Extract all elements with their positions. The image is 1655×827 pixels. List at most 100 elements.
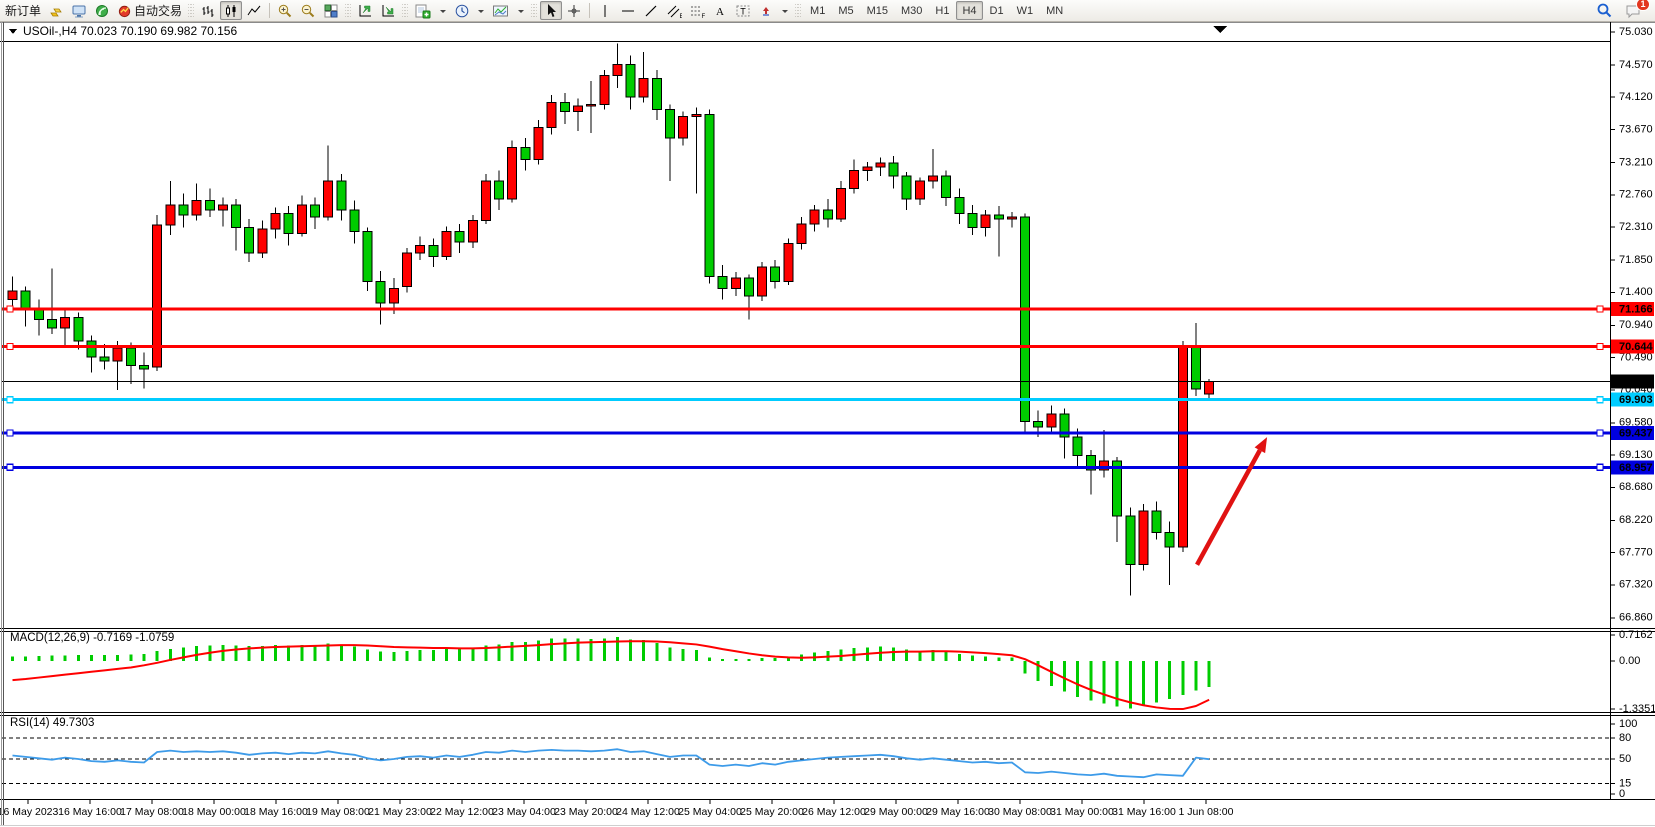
trend-arrow-annotation[interactable] xyxy=(1195,437,1268,566)
candle xyxy=(244,227,255,254)
terminal-icon[interactable] xyxy=(68,1,90,20)
timeframe-m1-button[interactable]: M1 xyxy=(804,1,831,20)
svg-text:19 May 08:00: 19 May 08:00 xyxy=(306,806,370,818)
macd-label: MACD(12,26,9) -0.7169 -1.0759 xyxy=(10,632,174,644)
chart-shift-marker[interactable] xyxy=(1213,26,1228,33)
toolbar-right-cluster: 1 xyxy=(1593,0,1653,20)
svg-text:F: F xyxy=(702,14,706,19)
zoom-in-icon[interactable] xyxy=(274,1,296,20)
crosshair-icon[interactable] xyxy=(563,1,585,20)
signals-icon[interactable] xyxy=(91,1,113,20)
gold-bars-icon[interactable] xyxy=(45,1,67,20)
macd-bar xyxy=(1168,661,1172,699)
candle xyxy=(796,223,807,245)
new-order-button[interactable]: 新订单 xyxy=(2,1,44,20)
candle xyxy=(441,230,452,257)
candle xyxy=(691,113,702,118)
timeframe-h4-button[interactable]: H4 xyxy=(956,1,983,20)
macd-bar xyxy=(260,645,264,661)
horizontal-line-object[interactable] xyxy=(2,342,1610,351)
svg-text:25 May 20:00: 25 May 20:00 xyxy=(740,806,804,818)
indicator-window-down-icon[interactable] xyxy=(377,1,399,20)
svg-text:31 May 00:00: 31 May 00:00 xyxy=(1050,806,1114,818)
candle xyxy=(928,175,938,182)
svg-text:23 May 04:00: 23 May 04:00 xyxy=(492,806,556,818)
line-chart-icon[interactable] xyxy=(243,1,265,20)
macd-bar xyxy=(589,639,593,661)
candle xyxy=(546,101,557,128)
zoom-out-icon[interactable] xyxy=(297,1,319,20)
candle xyxy=(809,209,820,225)
tile-windows-icon[interactable] xyxy=(320,1,342,20)
svg-text:69.903: 69.903 xyxy=(1619,394,1653,406)
line-handle xyxy=(1596,305,1604,313)
text-label-icon[interactable]: T xyxy=(732,1,754,20)
equidistant-channel-icon[interactable]: E xyxy=(663,1,685,20)
macd-bar xyxy=(1207,661,1211,687)
candle xyxy=(520,146,531,161)
dropdown-arrow-icon[interactable] xyxy=(474,1,488,20)
text-icon[interactable]: A xyxy=(709,1,731,20)
macd-bar xyxy=(168,648,172,661)
toolbar-grip xyxy=(345,3,352,18)
candle xyxy=(757,266,768,297)
cursor-icon[interactable] xyxy=(540,1,563,20)
candle xyxy=(191,199,202,216)
autotrading-button[interactable]: 自动交易 xyxy=(114,1,185,20)
timeframe-m5-button[interactable]: M5 xyxy=(832,1,859,20)
candle xyxy=(638,78,649,98)
timeframe-mn-button[interactable]: MN xyxy=(1040,1,1069,20)
timeframe-w1-button[interactable]: W1 xyxy=(1011,1,1040,20)
svg-text:74.120: 74.120 xyxy=(1619,91,1653,103)
svg-text:18 May 16:00: 18 May 16:00 xyxy=(244,806,308,818)
rsi-label: RSI(14) 49.7303 xyxy=(10,717,94,729)
line-handle xyxy=(1596,463,1604,472)
timeframe-d1-button[interactable]: D1 xyxy=(984,1,1010,20)
indicator-window-up-icon[interactable] xyxy=(354,1,376,20)
dropdown-arrow-icon[interactable] xyxy=(436,1,450,20)
candle xyxy=(1151,510,1162,533)
macd-bar xyxy=(366,649,370,661)
horizontal-line-object[interactable] xyxy=(2,429,1610,437)
timeframe-h1-button[interactable]: H1 xyxy=(929,1,955,20)
candle xyxy=(1138,510,1149,566)
candlestick-chart-icon[interactable] xyxy=(220,1,243,20)
notifications-icon[interactable]: 1 xyxy=(1622,0,1650,20)
search-icon[interactable] xyxy=(1593,1,1616,20)
horizontal-line-object[interactable] xyxy=(2,305,1610,313)
trendline-icon[interactable] xyxy=(640,1,662,20)
macd-bar xyxy=(405,650,409,661)
rsi-axis[interactable]: 100 80 50 150 xyxy=(1610,718,1637,800)
macd-bar xyxy=(1102,661,1106,704)
candlesticks xyxy=(7,43,1215,596)
arrow-objects-icon[interactable] xyxy=(755,1,777,20)
timeframe-m15-button[interactable]: M15 xyxy=(861,1,894,20)
macd-axis[interactable]: 0.7162 0.00 -1.3351 xyxy=(1610,629,1655,715)
svg-text:70.490: 70.490 xyxy=(1619,351,1653,363)
candle xyxy=(704,113,715,277)
horizontal-line-icon[interactable] xyxy=(617,1,639,20)
period-clock-icon[interactable] xyxy=(451,1,473,20)
macd-bar xyxy=(287,645,291,661)
new-chart-icon[interactable] xyxy=(411,1,435,20)
dropdown-arrow-icon[interactable] xyxy=(514,1,528,20)
fibonacci-icon[interactable]: F xyxy=(686,1,708,20)
macd-bar xyxy=(379,651,383,661)
macd-bar xyxy=(234,645,238,661)
templates-icon[interactable] xyxy=(489,1,513,20)
macd-bar xyxy=(1049,661,1053,687)
timeframe-m30-button[interactable]: M30 xyxy=(895,1,928,20)
svg-text:72.760: 72.760 xyxy=(1619,189,1653,201)
macd-bar xyxy=(918,650,922,661)
bar-chart-icon[interactable] xyxy=(197,1,219,20)
horizontal-line-object[interactable] xyxy=(2,395,1610,404)
main-toolbar: 新订单 自动交易 xyxy=(0,0,1655,22)
symbol-dropdown-icon[interactable] xyxy=(9,29,17,34)
candle xyxy=(178,204,189,216)
horizontal-line-object[interactable] xyxy=(2,463,1610,472)
dropdown-arrow-icon[interactable] xyxy=(778,1,792,20)
vertical-line-icon[interactable] xyxy=(594,1,616,20)
svg-text:A: A xyxy=(716,6,724,18)
